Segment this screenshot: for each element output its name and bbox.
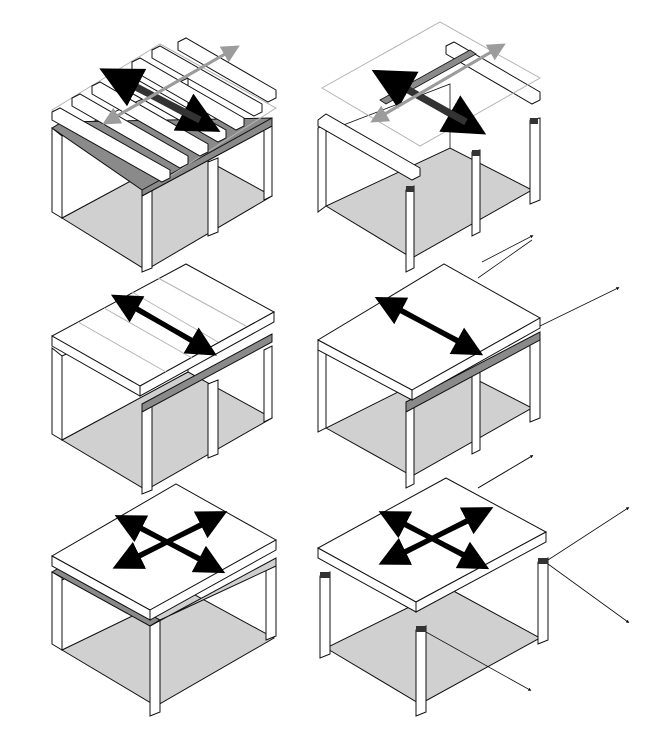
panel-walls-planks (50, 263, 276, 495)
panel-columns-beams-joists (317, 21, 542, 273)
panel-columns-two-way-slab (316, 455, 630, 717)
panel-walls-two-way-slab (50, 483, 278, 717)
panel-walls-joists (51, 37, 277, 273)
panel-columns-beams-slab (316, 239, 620, 489)
